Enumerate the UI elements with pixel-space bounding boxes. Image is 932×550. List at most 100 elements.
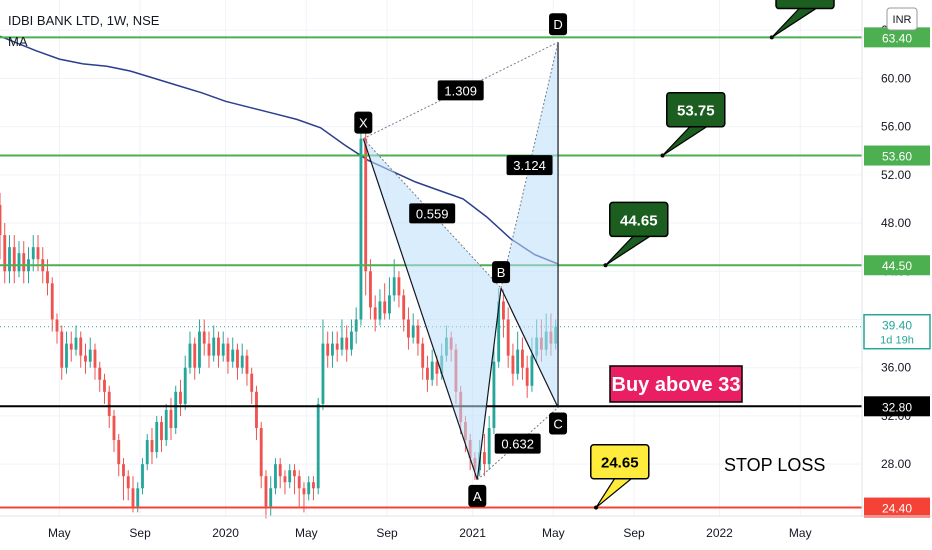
candle-body[interactable]: [17, 253, 21, 272]
candle-body[interactable]: [145, 440, 149, 465]
candle-body[interactable]: [188, 343, 192, 368]
candle-body[interactable]: [84, 355, 87, 362]
candle-body[interactable]: [217, 337, 220, 356]
candle-body[interactable]: [107, 391, 111, 416]
pattern-point-box[interactable]: [468, 484, 487, 507]
candle-body[interactable]: [340, 337, 344, 350]
candle-body[interactable]: [426, 367, 429, 380]
candle-body[interactable]: [321, 343, 325, 404]
candle-body[interactable]: [359, 138, 363, 320]
candle-body[interactable]: [269, 488, 273, 507]
candle-body[interactable]: [0, 204, 2, 236]
callout-box[interactable]: [666, 91, 726, 128]
candle-body[interactable]: [350, 331, 353, 350]
pattern-ratio-box[interactable]: [437, 80, 484, 101]
pattern-ratio-box[interactable]: [494, 433, 541, 454]
candle-body[interactable]: [117, 440, 121, 465]
callout-box[interactable]: [590, 443, 650, 480]
annotations-layer[interactable]: Buy above 33 STOP LOSS: [609, 365, 825, 475]
candle-body[interactable]: [264, 476, 268, 507]
candle-body[interactable]: [326, 343, 330, 356]
candle-body[interactable]: [174, 391, 178, 428]
candle-body[interactable]: [525, 367, 529, 386]
candle-body[interactable]: [383, 301, 387, 314]
candle-body[interactable]: [198, 331, 201, 368]
candle-body[interactable]: [202, 331, 206, 344]
candle-body[interactable]: [416, 325, 420, 344]
candle-body[interactable]: [183, 367, 187, 404]
candle-body[interactable]: [421, 343, 425, 368]
candle-body[interactable]: [435, 361, 439, 374]
candle-body[interactable]: [60, 331, 64, 368]
callout-box[interactable]: [775, 0, 835, 10]
candle-body[interactable]: [136, 488, 140, 507]
candle-body[interactable]: [492, 361, 496, 428]
candle-body[interactable]: [231, 349, 235, 362]
time-axis[interactable]: May Sep 2020 May Sep 2021 May Sep 2022 May: [0, 515, 932, 540]
candle-body[interactable]: [160, 421, 163, 441]
candle-body[interactable]: [88, 349, 92, 362]
candle-body[interactable]: [369, 271, 372, 308]
pattern-point-box[interactable]: [549, 412, 568, 435]
candle-body[interactable]: [483, 452, 486, 465]
pattern-leg-ab[interactable]: [476, 288, 502, 480]
candle-body[interactable]: [288, 470, 292, 483]
pattern-leg-xa[interactable]: [362, 138, 478, 481]
candle-body[interactable]: [112, 415, 116, 441]
pattern-point-box[interactable]: [354, 111, 373, 134]
currency-badge[interactable]: [886, 7, 918, 31]
candle-body[interactable]: [31, 247, 35, 260]
candle-body[interactable]: [65, 343, 68, 368]
candle-body[interactable]: [74, 337, 78, 350]
candle-body[interactable]: [103, 379, 106, 392]
candle-body[interactable]: [46, 271, 49, 284]
target-callouts-layer[interactable]: 63.25 53.75 44.65 24.65: [590, 0, 835, 510]
candle-body[interactable]: [502, 301, 505, 320]
candle-body[interactable]: [373, 307, 377, 320]
candle-body[interactable]: [255, 391, 258, 428]
candle-body[interactable]: [226, 343, 230, 362]
candle-body[interactable]: [79, 337, 83, 356]
candle-body[interactable]: [487, 427, 491, 465]
harmonic-pattern-layer[interactable]: 1.309 0.559 3.124 0.632 X A B C D: [354, 13, 568, 507]
candle-body[interactable]: [245, 355, 249, 374]
candle-body[interactable]: [516, 349, 520, 374]
candle-body[interactable]: [293, 470, 296, 477]
buy-annotation-box[interactable]: [609, 365, 743, 403]
candle-body[interactable]: [193, 343, 197, 368]
candle-body[interactable]: [392, 277, 396, 296]
candle-body[interactable]: [302, 488, 306, 495]
candle-body[interactable]: [520, 349, 524, 368]
candle-body[interactable]: [236, 349, 239, 368]
candle-body[interactable]: [259, 427, 263, 477]
candle-body[interactable]: [55, 319, 59, 332]
candle-body[interactable]: [307, 482, 311, 495]
horizontal-levels-layer[interactable]: [0, 36, 862, 509]
candle-body[interactable]: [388, 295, 391, 314]
candle-body[interactable]: [316, 403, 320, 489]
candle-body[interactable]: [131, 488, 135, 507]
candle-body[interactable]: [8, 247, 11, 272]
candle-body[interactable]: [407, 319, 410, 338]
candle-body[interactable]: [364, 138, 368, 272]
pattern-point-box[interactable]: [549, 13, 568, 36]
candle-body[interactable]: [274, 464, 277, 489]
pattern-ratio-box[interactable]: [409, 203, 456, 224]
candle-body[interactable]: [12, 247, 16, 272]
candle-body[interactable]: [98, 367, 102, 380]
candle-body[interactable]: [150, 440, 154, 453]
candle-body[interactable]: [312, 482, 315, 489]
candle-body[interactable]: [164, 409, 168, 441]
candle-body[interactable]: [331, 343, 334, 356]
candle-body[interactable]: [22, 253, 26, 272]
candle-body[interactable]: [354, 319, 358, 332]
pattern-point-box[interactable]: [492, 261, 511, 284]
candle-body[interactable]: [122, 464, 125, 477]
candle-body[interactable]: [155, 421, 159, 453]
candle-body[interactable]: [430, 361, 434, 380]
candle-body[interactable]: [36, 247, 40, 260]
candle-body[interactable]: [126, 476, 130, 489]
candle-body[interactable]: [141, 464, 144, 489]
candle-body[interactable]: [221, 343, 225, 356]
